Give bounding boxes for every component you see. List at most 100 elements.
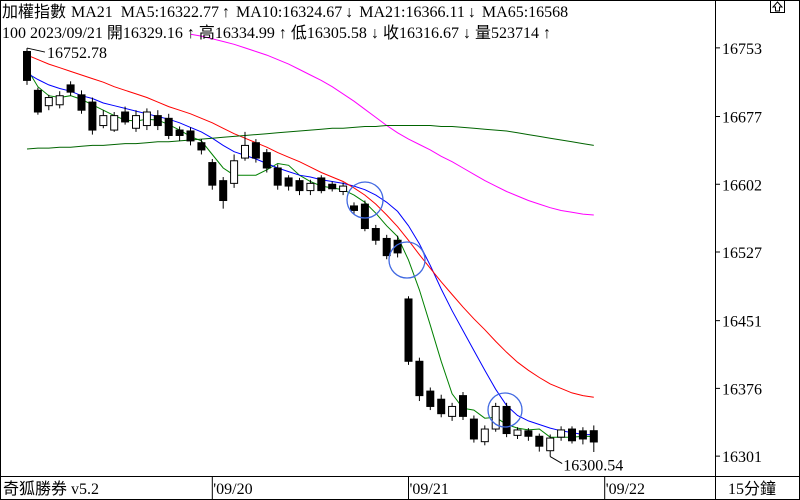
scroll-icon[interactable] bbox=[770, 0, 785, 13]
info-item: 低16305.58 bbox=[291, 24, 367, 42]
candle-body bbox=[197, 142, 206, 151]
candle-body bbox=[44, 97, 53, 107]
candle-body bbox=[88, 101, 97, 131]
legend-label: MA21:16366.11 bbox=[359, 4, 465, 21]
candle-body bbox=[328, 183, 337, 190]
info-item: ↑ bbox=[279, 25, 287, 42]
candle-body bbox=[491, 405, 500, 430]
candle-body bbox=[219, 180, 228, 202]
timeframe: 15分鐘 bbox=[728, 480, 776, 498]
candle-body bbox=[273, 167, 282, 186]
candle-body bbox=[132, 115, 140, 129]
candle-body bbox=[317, 177, 326, 192]
candle-body bbox=[153, 115, 162, 127]
legend-label: MA65:16568 bbox=[482, 4, 568, 21]
highlight-circle bbox=[487, 392, 523, 428]
candle-body bbox=[295, 180, 304, 192]
candle-body bbox=[33, 89, 42, 113]
candle-body bbox=[568, 428, 576, 442]
info-item: 100 bbox=[2, 25, 26, 42]
ma-line bbox=[26, 54, 594, 398]
annotation-leader bbox=[549, 456, 563, 464]
candle-body bbox=[578, 430, 587, 440]
info-item: 收16316.67 bbox=[383, 24, 459, 42]
indicator-name: MA21 bbox=[71, 4, 113, 21]
ma-line bbox=[190, 33, 594, 216]
x-tick-label: '09/21 bbox=[410, 481, 449, 498]
low-annotation: 16300.54 bbox=[563, 458, 623, 475]
legend-trend: ↓ bbox=[468, 4, 476, 21]
highlight-circles bbox=[346, 181, 523, 428]
x-tick-label: '09/22 bbox=[606, 481, 645, 498]
candle-body bbox=[306, 182, 315, 192]
candle-body bbox=[415, 360, 424, 397]
annotation-leader bbox=[26, 47, 46, 53]
candle-body bbox=[546, 437, 555, 452]
candle-body bbox=[230, 160, 239, 184]
legend-label: MA5:16322.77 bbox=[121, 4, 219, 21]
info-item: 量523714 bbox=[475, 25, 539, 42]
candle-body bbox=[241, 144, 249, 159]
candle-body bbox=[480, 428, 489, 443]
x-tick-label: '09/20 bbox=[213, 481, 252, 498]
info-item: ↑ bbox=[543, 25, 551, 42]
chart-title: 加權指數 bbox=[2, 3, 66, 21]
candle-body bbox=[448, 405, 457, 417]
candle-body bbox=[589, 430, 598, 443]
y-tick-label: 16451 bbox=[722, 314, 762, 331]
high-annotation: 16752.78 bbox=[47, 45, 107, 62]
y-tick-label: 16677 bbox=[722, 110, 762, 127]
candle-body bbox=[350, 205, 358, 211]
candle-body bbox=[186, 130, 195, 142]
candle-body bbox=[502, 405, 511, 435]
info-item: ↑ bbox=[187, 25, 195, 42]
ma-line bbox=[26, 72, 594, 436]
info-item: ↓ bbox=[371, 25, 379, 42]
candle-body bbox=[557, 429, 566, 438]
info-item: 2023/09/21 bbox=[30, 25, 103, 42]
candle-body bbox=[371, 228, 380, 241]
candle-body bbox=[55, 95, 64, 106]
candle-body bbox=[284, 177, 293, 187]
plot-area bbox=[23, 33, 598, 457]
candle-body bbox=[513, 429, 522, 436]
candle-body bbox=[142, 111, 151, 127]
legend-trend: ↓ bbox=[345, 4, 353, 21]
candle-body bbox=[426, 390, 435, 407]
ma-line bbox=[26, 125, 594, 150]
legend-trend: ↑ bbox=[222, 4, 230, 21]
y-tick-label: 16753 bbox=[722, 41, 762, 58]
icon-arrow bbox=[771, 1, 784, 12]
candle-body bbox=[360, 203, 369, 230]
header-line: 加權指數 MA21 MA5:16322.77 ↑ MA10:16324.67 ↓ MA21:… bbox=[2, 3, 568, 21]
icon-box[interactable] bbox=[770, 0, 785, 13]
candle-body bbox=[164, 117, 173, 136]
app-name: 奇狐勝券 v5.2 bbox=[3, 480, 99, 498]
candle-body bbox=[251, 142, 260, 159]
y-tick-label: 16602 bbox=[722, 177, 762, 194]
candle-body bbox=[77, 94, 86, 111]
info-item: ↓ bbox=[463, 25, 471, 42]
candle-body bbox=[459, 395, 467, 417]
candle-body bbox=[404, 298, 413, 362]
info-item: 高16334.99 bbox=[199, 24, 275, 42]
candle-body bbox=[524, 430, 533, 437]
candle-body bbox=[469, 418, 478, 440]
y-tick-label: 16527 bbox=[722, 245, 762, 262]
candle-body bbox=[110, 115, 119, 131]
candle-body bbox=[382, 237, 391, 257]
candle-body bbox=[23, 50, 31, 81]
legend-label: MA10:16324.67 bbox=[236, 4, 342, 21]
candle-body bbox=[437, 398, 446, 415]
candle-body bbox=[262, 152, 271, 169]
candle-body bbox=[99, 115, 108, 127]
highlight-circle bbox=[346, 181, 384, 219]
y-tick-label: 16301 bbox=[722, 449, 762, 466]
candle-body bbox=[535, 435, 544, 447]
candle-body bbox=[339, 185, 348, 192]
candle-body bbox=[208, 162, 217, 186]
info-line: 100 2023/09/21 開16329.16 ↑ 高16334.99 ↑ 低16305.… bbox=[2, 24, 551, 42]
candle-body bbox=[66, 84, 75, 93]
info-item: 開16329.16 bbox=[107, 25, 183, 42]
